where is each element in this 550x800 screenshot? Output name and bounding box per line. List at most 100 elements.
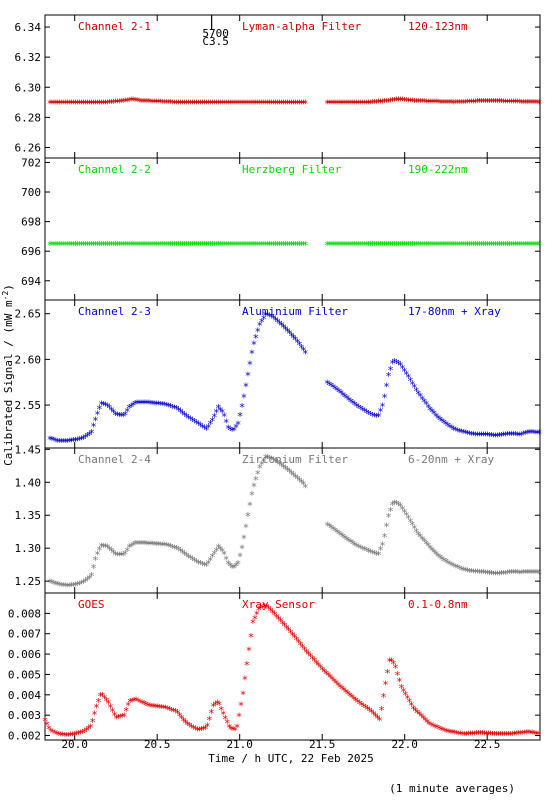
data-point: *	[338, 239, 345, 252]
data-point: *	[514, 97, 521, 110]
data-point: *	[174, 707, 181, 720]
data-point: *	[488, 96, 495, 109]
data-point: *	[227, 239, 234, 252]
data-point: *	[435, 413, 442, 426]
data-point: *	[243, 239, 250, 252]
data-point: *	[189, 239, 196, 252]
data-point: *	[48, 725, 55, 738]
data-point: *	[496, 96, 503, 109]
data-point: *	[353, 695, 360, 708]
data-point: *	[247, 239, 254, 252]
data-point: *	[164, 703, 171, 716]
y-tick-label: 698	[21, 216, 41, 229]
data-point: *	[399, 362, 406, 375]
data-point: *	[444, 726, 451, 739]
data-point: *	[57, 436, 64, 449]
data-point: *	[203, 560, 210, 573]
data-point: *	[530, 97, 537, 110]
data-point: *	[447, 97, 454, 110]
data-point: *	[286, 97, 293, 110]
data-point: *	[184, 719, 191, 732]
data-point: *	[257, 319, 264, 332]
data-point: *	[430, 720, 437, 733]
data-point: *	[512, 429, 519, 442]
data-point: *	[215, 239, 222, 252]
data-point: *	[138, 239, 145, 252]
data-point: *	[342, 391, 349, 404]
data-point: *	[173, 239, 180, 252]
data-point: *	[428, 720, 435, 733]
data-point: *	[166, 704, 173, 717]
data-point: *	[439, 553, 446, 566]
data-point: *	[221, 97, 228, 110]
data-point: *	[209, 239, 216, 252]
data-point: *	[220, 709, 227, 722]
data-point: *	[332, 525, 339, 538]
data-point: *	[231, 97, 238, 110]
data-point: *	[157, 702, 164, 715]
data-point: *	[187, 97, 194, 110]
data-point: *	[192, 723, 199, 736]
data-point: *	[423, 239, 430, 252]
data-point: *	[409, 519, 416, 532]
data-point: *	[155, 702, 162, 715]
data-point: *	[97, 690, 104, 703]
data-point: *	[201, 239, 208, 252]
data-point: *	[185, 97, 192, 110]
data-point: *	[213, 545, 220, 558]
data-point: *	[451, 561, 458, 574]
data-point: *	[506, 96, 513, 109]
data-point: *	[419, 393, 426, 406]
data-point: *	[78, 239, 85, 252]
data-point: *	[395, 358, 402, 371]
data-point: *	[411, 382, 418, 395]
data-point: *	[262, 239, 269, 252]
data-point: *	[381, 96, 388, 109]
data-point: *	[274, 97, 281, 110]
data-point: *	[72, 97, 79, 110]
data-point: *	[162, 703, 169, 716]
data-point: *	[380, 691, 387, 704]
data-point: *	[403, 95, 410, 108]
data-point: *	[373, 549, 380, 562]
data-point: *	[207, 97, 214, 110]
data-point: *	[317, 662, 324, 675]
data-point: *	[229, 239, 236, 252]
data-point: *	[456, 728, 463, 741]
data-point: *	[50, 726, 57, 739]
data-point: *	[191, 555, 198, 568]
data-point: *	[261, 601, 268, 614]
data-point: *	[315, 659, 322, 672]
data-point: *	[290, 470, 297, 483]
data-point: *	[433, 410, 440, 423]
data-point: *	[377, 405, 384, 418]
data-point: *	[417, 239, 424, 252]
data-point: *	[82, 97, 89, 110]
data-point: *	[223, 97, 230, 110]
data-point: *	[327, 672, 334, 685]
data-point: *	[142, 538, 149, 551]
data-point: *	[54, 728, 61, 741]
data-point: *	[343, 686, 350, 699]
data-point: *	[159, 702, 166, 715]
data-point: *	[53, 239, 60, 252]
data-point: *	[403, 510, 410, 523]
data-point: *	[373, 239, 380, 252]
data-point: *	[502, 429, 509, 442]
data-point: *	[330, 381, 337, 394]
data-point: *	[443, 556, 450, 569]
data-point: *	[228, 723, 235, 736]
data-point: *	[140, 96, 147, 109]
data-point: *	[427, 239, 434, 252]
data-point: *	[371, 410, 378, 423]
data-point: *	[506, 567, 513, 580]
data-point: *	[518, 567, 525, 580]
data-point: *	[443, 97, 450, 110]
data-point: *	[233, 560, 240, 573]
data-point: *	[201, 423, 208, 436]
data-point: *	[187, 239, 194, 252]
data-point: *	[281, 620, 288, 633]
data-point: *	[526, 567, 533, 580]
data-point: *	[175, 239, 182, 252]
data-point: *	[478, 96, 485, 109]
